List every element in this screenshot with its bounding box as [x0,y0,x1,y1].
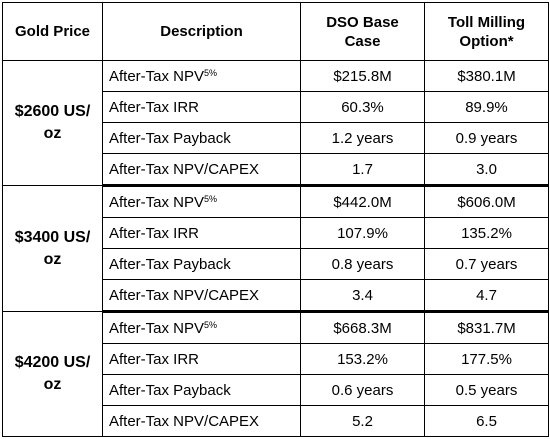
description-cell: After-Tax Payback [102,248,301,280]
dso-value-cell: 3.4 [300,279,425,313]
superscript-rate: 5% [204,319,218,330]
toll-value-cell: 0.7 years [424,248,549,280]
dso-value-cell: 1.7 [300,153,425,187]
dso-value-cell: 107.9% [300,217,425,249]
dso-value-cell: $442.0M [300,185,425,218]
dso-value-cell: 0.6 years [300,374,425,406]
header-gold-price: Gold Price [2,2,103,61]
table-row: $4200 US/ oz After-Tax NPV5% $668.3M $831.7… [2,311,549,437]
header-toll-milling-option: Toll Milling Option* [424,2,549,61]
table-row: After-Tax IRR 153.2% 177.5% [3,343,549,375]
table-row: After-Tax NPV/CAPEX 1.7 3.0 [3,153,549,187]
toll-value-cell: 0.9 years [424,122,549,154]
header-row: Gold Price Description DSO Base Case Tol… [2,2,549,61]
description-cell: After-Tax NPV5% [102,311,301,344]
description-cell: After-Tax NPV5% [102,185,301,218]
table-row: $2600 US/ oz After-Tax NPV5% $215.8M $380.1… [2,60,549,186]
dso-value-cell: 1.2 years [300,122,425,154]
dso-value-cell: $668.3M [300,311,425,344]
dso-value-cell: 5.2 [300,405,425,437]
header-description: Description [102,2,301,61]
table-row: After-Tax NPV/CAPEX 5.2 6.5 [3,405,549,437]
toll-value-cell: $606.0M [424,185,549,218]
table-row: After-Tax Payback 0.6 years 0.5 years [3,374,549,406]
gold-price-cell: $3400 US/ oz [2,185,103,312]
toll-value-cell: $831.7M [424,311,549,344]
gold-price-cell: $2600 US/ oz [2,60,103,186]
gold-price-cell: $4200 US/ oz [2,311,103,437]
toll-value-cell: 4.7 [424,279,549,313]
description-cell: After-Tax NPV/CAPEX [102,405,301,437]
description-cell: After-Tax Payback [102,374,301,406]
description-cell: After-Tax IRR [102,217,301,249]
dso-value-cell: 0.8 years [300,248,425,280]
description-cell: After-Tax IRR [102,343,301,375]
table-row: After-Tax Payback 1.2 years 0.9 years [3,122,549,154]
superscript-rate: 5% [204,193,218,204]
description-cell: After-Tax NPV/CAPEX [102,279,301,313]
description-cell: After-Tax IRR [102,91,301,123]
table-row: After-Tax Payback 0.8 years 0.7 years [3,248,549,280]
toll-value-cell: 177.5% [424,343,549,375]
toll-value-cell: 3.0 [424,153,549,187]
description-cell: After-Tax NPV/CAPEX [102,153,301,187]
toll-value-cell: 6.5 [424,405,549,437]
table-row: After-Tax NPV/CAPEX 3.4 4.7 [3,279,549,313]
toll-value-cell: 0.5 years [424,374,549,406]
toll-value-cell: 135.2% [424,217,549,249]
description-cell: After-Tax NPV5% [102,60,301,92]
description-cell: After-Tax Payback [102,122,301,154]
superscript-rate: 5% [204,67,218,78]
header-dso-base-case: DSO Base Case [300,2,425,61]
table-row: After-Tax IRR 60.3% 89.9% [3,91,549,123]
dso-value-cell: $215.8M [300,60,425,92]
table-row: After-Tax IRR 107.9% 135.2% [3,217,549,249]
toll-value-cell: 89.9% [424,91,549,123]
dso-value-cell: 153.2% [300,343,425,375]
toll-value-cell: $380.1M [424,60,549,92]
dso-value-cell: 60.3% [300,91,425,123]
table-row: $3400 US/ oz After-Tax NPV5% $442.0M $606.0… [2,185,549,312]
